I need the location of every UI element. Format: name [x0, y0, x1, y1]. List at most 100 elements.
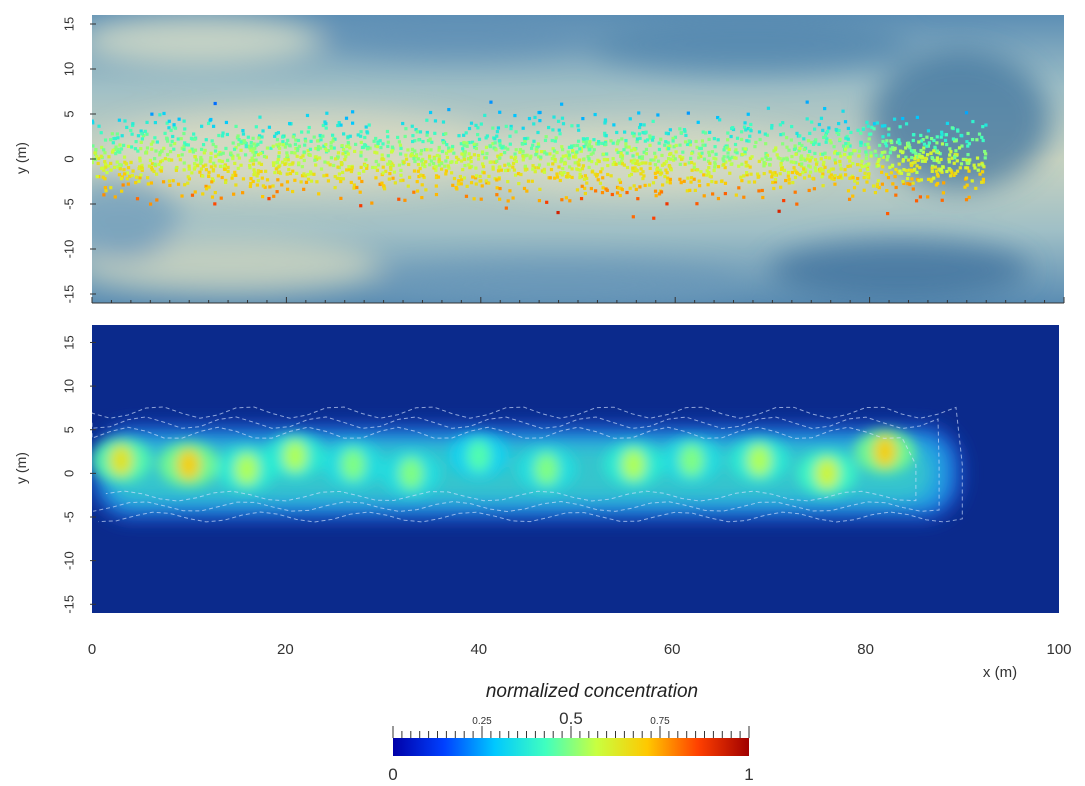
particle — [462, 157, 467, 162]
x-tick-label: 80 — [857, 641, 874, 658]
particle — [588, 140, 592, 144]
particle — [605, 152, 609, 156]
particle — [375, 151, 379, 155]
particle — [611, 141, 615, 145]
particle — [740, 137, 744, 142]
particle — [326, 179, 331, 183]
particle — [939, 157, 943, 162]
particle — [593, 172, 597, 176]
particle — [885, 139, 889, 143]
particle — [359, 204, 363, 208]
particle — [199, 167, 204, 171]
particle — [631, 154, 635, 158]
particle — [120, 134, 124, 138]
particle — [158, 113, 162, 117]
particle — [498, 156, 502, 160]
particle — [497, 177, 501, 181]
particle — [135, 197, 140, 201]
particle — [674, 150, 678, 154]
particle — [352, 186, 356, 190]
particle — [874, 153, 878, 158]
particle — [714, 152, 718, 156]
particle — [885, 158, 889, 162]
particle — [359, 150, 363, 154]
particle — [671, 158, 676, 162]
particle — [564, 154, 568, 158]
particle — [757, 174, 761, 178]
particle — [779, 167, 784, 171]
particle — [176, 154, 181, 158]
particle — [659, 171, 664, 175]
particle — [288, 162, 292, 167]
particle — [625, 190, 629, 195]
particle — [350, 165, 354, 170]
particle — [105, 170, 109, 175]
particle — [381, 165, 385, 169]
particle — [345, 144, 349, 148]
particle — [949, 150, 953, 154]
particle — [264, 155, 268, 159]
particle — [524, 154, 528, 158]
particle — [955, 153, 959, 157]
particle — [491, 165, 495, 169]
particle — [153, 162, 157, 166]
particle — [653, 151, 657, 155]
particle — [437, 148, 441, 152]
particle — [140, 168, 144, 172]
particle — [827, 169, 832, 173]
particle — [703, 143, 707, 147]
particle — [876, 179, 880, 183]
particle — [254, 158, 258, 162]
particle — [590, 159, 594, 164]
particle — [125, 171, 130, 175]
particle — [221, 151, 225, 155]
particle — [846, 145, 850, 149]
particle — [421, 174, 425, 178]
particle — [461, 168, 465, 172]
particle — [173, 126, 178, 130]
particle — [723, 191, 727, 196]
particle — [883, 150, 887, 154]
particle — [637, 125, 642, 130]
particle — [799, 156, 803, 160]
particle — [548, 176, 552, 180]
particle — [797, 149, 801, 153]
particle — [493, 160, 497, 164]
particle — [739, 175, 743, 179]
particle — [303, 137, 307, 141]
particle — [318, 133, 322, 138]
particle — [251, 136, 255, 140]
particle — [891, 182, 895, 186]
particle — [275, 160, 280, 164]
particle — [119, 177, 124, 181]
particle — [465, 141, 469, 145]
particle — [935, 159, 939, 163]
particle — [560, 145, 564, 149]
particle — [638, 136, 642, 140]
particle — [484, 136, 488, 140]
particle — [115, 160, 119, 164]
particle — [653, 189, 658, 193]
particle — [553, 176, 557, 180]
particle — [690, 151, 694, 155]
particle — [637, 155, 642, 159]
particle — [644, 152, 648, 156]
particle — [883, 124, 887, 128]
particle — [948, 153, 952, 157]
particle — [815, 160, 819, 164]
particle — [496, 169, 501, 173]
particle — [363, 143, 367, 147]
particle — [915, 164, 919, 168]
particle — [529, 146, 534, 150]
particle — [911, 150, 915, 154]
particle — [958, 166, 962, 170]
particle — [374, 176, 378, 180]
particle — [572, 144, 576, 148]
particle — [296, 138, 301, 143]
particle — [846, 164, 850, 169]
particle — [461, 147, 465, 151]
particle — [834, 127, 838, 132]
particle — [433, 119, 438, 123]
particle — [965, 158, 969, 163]
particle — [867, 172, 871, 176]
